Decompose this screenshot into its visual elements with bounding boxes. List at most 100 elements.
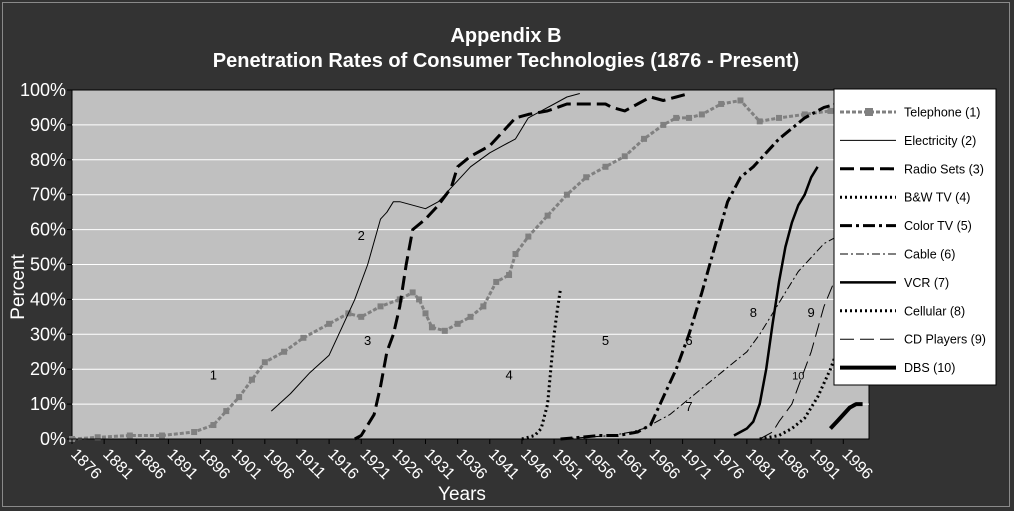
y-tick-label: 90% [30, 115, 66, 135]
series-line-3 [354, 92, 690, 441]
series-number-label: 3 [364, 333, 371, 348]
telephone-point [409, 289, 416, 296]
x-axis-label: Years [438, 484, 486, 505]
telephone-point [300, 334, 307, 341]
y-axis: 0% 10% 20% 30% 40% 50% 60% 70% 80% 90% 100% [20, 80, 72, 449]
telephone-point [801, 111, 808, 118]
legend-label: Telephone (1) [904, 106, 980, 120]
telephone-point [281, 348, 288, 355]
telephone-point [358, 313, 365, 320]
y-tick-label: 60% [30, 220, 66, 240]
annotations: 1 2 3 4 5 6 7 8 9 10 [210, 228, 815, 414]
series-line-10 [828, 402, 863, 430]
telephone-point [827, 107, 834, 114]
x-axis: 1876188118861891189619011906191119161921… [67, 438, 876, 483]
x-tick-label: 1986 [774, 446, 811, 483]
x-tick-label: 1881 [99, 446, 136, 483]
y-tick-label: 20% [30, 359, 66, 379]
series-number-label: 9 [808, 305, 815, 320]
series-number-label: 7 [685, 399, 692, 414]
x-tick-label: 1971 [678, 446, 715, 483]
x-tick-label: 1981 [742, 446, 779, 483]
telephone-point [686, 114, 693, 121]
telephone-point [326, 320, 333, 327]
series-layer [69, 92, 863, 442]
x-tick-label: 1926 [389, 446, 426, 483]
series-number-label: 6 [685, 333, 692, 348]
telephone-point [454, 320, 461, 327]
series-line-6 [560, 236, 838, 440]
telephone-point [441, 327, 448, 334]
legend-label: VCR (7) [904, 276, 949, 290]
telephone-point [776, 114, 783, 121]
x-tick-label: 1886 [131, 446, 168, 483]
telephone-point [126, 432, 133, 439]
telephone-point [261, 359, 268, 366]
x-tick-label: 1961 [614, 446, 651, 483]
x-tick-label: 1931 [421, 446, 458, 483]
x-tick-label: 1906 [260, 446, 297, 483]
y-tick-label: 50% [30, 255, 66, 275]
x-tick-label: 1901 [228, 446, 265, 483]
telephone-point [210, 422, 217, 429]
series-number-label: 4 [505, 368, 512, 383]
x-tick-label: 1946 [517, 446, 554, 483]
y-tick-label: 80% [30, 150, 66, 170]
telephone-point [377, 303, 384, 310]
series-line-5 [560, 95, 857, 441]
telephone-point [506, 271, 513, 278]
telephone-point [583, 174, 590, 181]
telephone-point [493, 278, 500, 285]
telephone-point [480, 303, 487, 310]
x-tick-label: 1891 [164, 446, 201, 483]
telephone-point [416, 296, 423, 303]
series-line-2 [270, 93, 580, 412]
legend-label: DBS (10) [904, 361, 955, 375]
telephone-point [621, 153, 628, 160]
chart-title: Appendix B [450, 25, 561, 47]
telephone-point [223, 408, 230, 415]
legend: Telephone (1) Electricity (2) Radio Sets (… [833, 88, 997, 386]
legend-label: B&W TV (4) [904, 191, 970, 205]
y-tick-label: 30% [30, 324, 66, 344]
x-tick-label: 1991 [806, 446, 843, 483]
legend-box [833, 88, 997, 386]
x-tick-label: 1941 [485, 446, 522, 483]
series-line-1 [71, 99, 850, 441]
telephone-point [718, 100, 725, 107]
series-number-label: 2 [358, 228, 365, 243]
telephone-point [236, 394, 243, 401]
telephone-point [673, 114, 680, 121]
telephone-point [544, 212, 551, 219]
x-tick-label: 1876 [67, 446, 104, 483]
x-tick-label: 1951 [549, 446, 586, 483]
telephone-point [641, 135, 648, 142]
telephone-point [428, 324, 435, 331]
series-line-4 [521, 288, 562, 441]
telephone-point [660, 121, 667, 128]
telephone-point [94, 434, 101, 441]
x-tick-label: 1956 [581, 446, 618, 483]
x-tick-label: 1996 [838, 446, 875, 483]
series-number-label: 5 [602, 333, 609, 348]
series-number-label: 8 [750, 305, 757, 320]
series-number-label: 1 [210, 368, 217, 383]
y-tick-label: 10% [30, 394, 66, 414]
legend-label: Cable (6) [904, 248, 955, 262]
telephone-point [158, 432, 165, 439]
telephone-point [737, 97, 744, 104]
series-line-9 [759, 264, 844, 440]
legend-label: Cellular (8) [904, 304, 965, 318]
telephone-point [191, 429, 198, 436]
x-tick-label: 1966 [646, 446, 683, 483]
x-tick-label: 1976 [710, 446, 747, 483]
x-tick-label: 1921 [356, 446, 393, 483]
y-tick-label: 40% [30, 289, 66, 309]
x-tick-label: 1911 [292, 446, 328, 482]
telephone-point [698, 111, 705, 118]
x-tick-label: 1936 [453, 446, 490, 483]
series-number-label: 10 [792, 371, 804, 383]
legend-label: Color TV (5) [904, 219, 972, 233]
